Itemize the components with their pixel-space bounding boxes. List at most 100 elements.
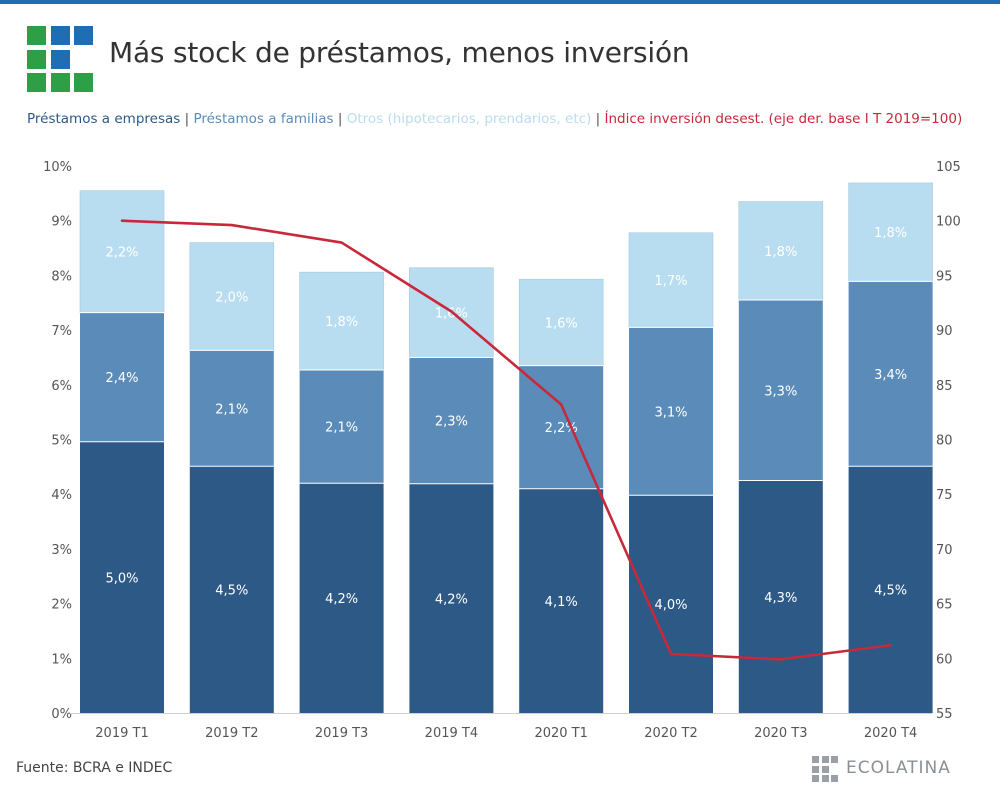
logo-square [50,73,70,92]
y-left-tick-label: 4% [51,488,72,503]
bar-data-label: 2,2% [105,246,138,261]
brand-mark-square [821,765,829,773]
logo-square [27,73,46,92]
logo-square [50,49,70,69]
bar-data-label: 4,2% [435,592,468,607]
investment-index-line [120,219,892,661]
bar-segment [79,190,165,313]
bar-data-label: 1,6% [435,307,468,322]
bar-data-label: 4,0% [654,598,687,613]
logo-square [50,26,70,45]
bar-segment [409,483,494,713]
bar-data-label: 4,1% [545,595,578,610]
brand-mark-square [831,775,838,782]
y-left-tick-label: 7% [51,324,72,339]
bar-data-label: 1,6% [545,316,578,331]
brand-mark-square [812,756,819,763]
bar-data-label: 2,1% [215,402,248,417]
y-left-tick-label: 0% [51,707,72,722]
bar-segment [189,466,274,713]
bar-segment [629,327,713,496]
top-accent-bar [0,0,1000,4]
bar-segment [189,242,275,351]
bar-data-label: 4,2% [325,592,358,607]
legend-item-otros: Otros (hipotecarios, prendarios, etc) [346,111,592,127]
y-right-tick-label: 65 [936,598,953,613]
brand-mark-square [831,756,838,763]
bar-segment [738,300,823,481]
bar-segment [738,201,824,301]
y-left-tick-label: 10% [43,160,72,175]
bar-segment [299,483,384,713]
y-left-tick-label: 8% [51,269,72,284]
bar-data-label: 5,0% [105,571,138,586]
x-tick-label: 2020 T4 [864,726,917,741]
legend-item-familias: Préstamos a familias [193,111,334,127]
x-tick-label: 2019 T4 [425,726,478,741]
bar-segment [518,278,604,366]
y-right-tick-label: 75 [936,488,953,503]
bar-data-label: 1,7% [654,274,687,289]
bar-data-label: 2,0% [215,290,248,305]
x-tick-label: 2019 T2 [205,726,258,741]
source-note: Fuente: BCRA e INDEC [16,760,173,776]
bar-data-label: 2,1% [325,421,358,436]
legend-item-indice: Índice inversión desest. (eje der. base … [604,111,963,127]
y-left-tick-label: 2% [51,598,72,613]
bar-data-label: 3,1% [654,405,687,420]
bar-data-label: 1,8% [764,245,797,260]
y-left-tick-label: 6% [51,379,72,394]
y-left-tick-label: 9% [51,215,72,230]
bar-segment [409,357,494,484]
bar-segment [848,466,933,713]
y-right-tick-label: 70 [936,543,953,558]
y-left-tick-label: 1% [51,652,72,667]
brand-mark-icon [812,756,838,782]
x-tick-label: 2020 T2 [644,726,697,741]
bar-segment [628,232,714,328]
bar-data-label: 4,3% [764,591,797,606]
brand-mark-square [812,775,819,782]
logo-square [27,49,46,69]
logo-square [27,26,46,45]
legend-separator: | [337,111,343,127]
y-right-tick-label: 90 [936,324,953,339]
y-left-tick-label: 5% [51,434,72,449]
bar-segment [629,495,713,713]
bar-data-label: 2,3% [435,415,468,430]
y-right-tick-label: 105 [936,160,961,175]
bar-segment [80,312,164,442]
chart-title: Más stock de préstamos, menos inversión [109,36,690,69]
x-tick-label: 2020 T3 [754,726,807,741]
bar-data-label: 2,4% [105,371,138,386]
y-right-tick-label: 85 [936,379,953,394]
brand-mark-square [821,775,829,782]
chart-legend: Préstamos a empresas | Préstamos a famil… [27,111,962,127]
logo-square [74,26,93,45]
bar-data-label: 1,8% [874,226,907,241]
brand-mark-square [812,765,819,773]
bar-data-label: 1,8% [325,315,358,330]
logo-square [74,73,93,92]
legend-separator: | [595,111,601,127]
bar-segment [848,281,933,467]
bar-data-label: 3,3% [764,384,797,399]
bar-data-label: 3,4% [874,368,907,383]
bar-segment [519,488,604,713]
x-tick-label: 2019 T3 [315,726,368,741]
bar-segment [299,370,384,484]
y-right-tick-label: 100 [936,215,961,230]
brand-name: ECOLATINA [846,758,951,778]
y-right-tick-label: 55 [936,707,953,722]
brand-logo-grid [27,26,93,92]
bar-data-label: 4,5% [874,584,907,599]
brand-mark-square [821,756,829,763]
bar-segment [189,350,274,467]
bar-segment [80,441,164,713]
bar-data-label: 4,5% [215,584,248,599]
x-tick-label: 2019 T1 [95,726,148,741]
y-right-tick-label: 95 [936,269,953,284]
bar-segment [738,480,823,713]
legend-item-empresas: Préstamos a empresas [27,111,181,127]
